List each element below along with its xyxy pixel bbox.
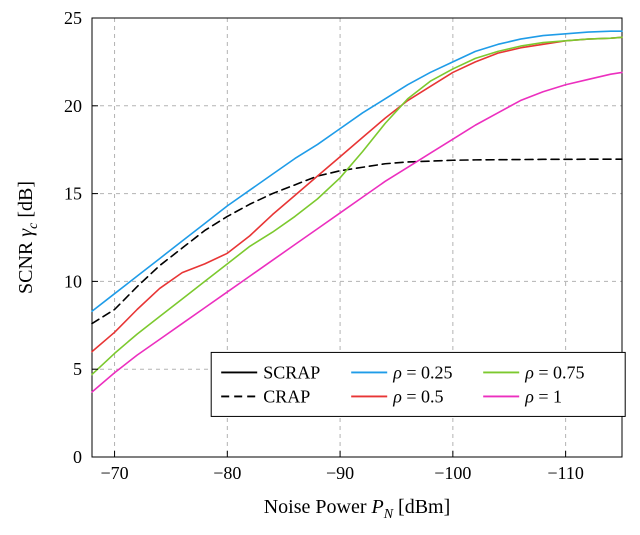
legend-label-rho05: ρ = 0.5 xyxy=(392,386,443,406)
x-tick-label: −110 xyxy=(547,463,583,483)
y-tick-label: 15 xyxy=(64,184,82,204)
legend-label-rho025: ρ = 0.25 xyxy=(392,362,452,382)
legend-label-rho1: ρ = 1 xyxy=(524,386,562,406)
scnr-chart: −70−80−90−100−1100510152025Noise Power P… xyxy=(0,0,640,535)
x-tick-label: −70 xyxy=(100,463,128,483)
y-tick-label: 20 xyxy=(64,96,82,116)
legend: SCRAP ρ = 0.25 ρ = 0.75 CRAP ρ = 0.5 ρ = 1 xyxy=(211,352,625,416)
y-tick-label: 10 xyxy=(64,271,82,291)
legend-label-scrap: SCRAP xyxy=(263,362,320,382)
x-tick-label: −80 xyxy=(213,463,241,483)
legend-label-rho075: ρ = 0.75 xyxy=(524,362,584,382)
x-tick-label: −100 xyxy=(434,463,471,483)
x-tick-label: −90 xyxy=(326,463,354,483)
y-tick-label: 5 xyxy=(73,359,82,379)
legend-label-crap: CRAP xyxy=(263,386,310,406)
y-tick-label: 0 xyxy=(73,447,82,467)
chart-canvas: −70−80−90−100−1100510152025Noise Power P… xyxy=(0,0,640,535)
y-tick-label: 25 xyxy=(64,8,82,28)
